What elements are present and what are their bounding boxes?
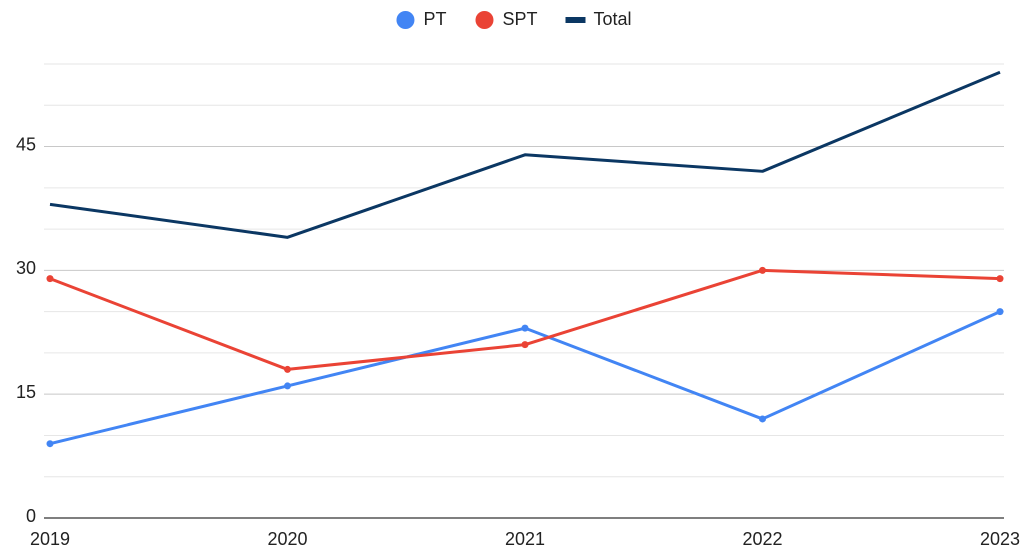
legend-label: Total	[594, 9, 632, 29]
legend-symbol	[475, 11, 494, 29]
x-tick-label: 2022	[742, 529, 782, 549]
x-tick-label: 2020	[267, 529, 307, 549]
data-point	[996, 275, 1004, 283]
x-tick-label: 2019	[30, 529, 70, 549]
series-line	[49, 70, 1001, 239]
y-tick-label: 30	[16, 258, 36, 278]
data-point	[759, 266, 766, 274]
legend-label: SPT	[502, 9, 537, 29]
legend-symbol	[565, 17, 586, 23]
legend-label: PT	[423, 9, 446, 29]
series-line	[49, 268, 1001, 371]
data-point	[46, 440, 54, 448]
data-point	[521, 324, 529, 332]
x-tick-label: 2023	[980, 529, 1020, 549]
data-point	[284, 365, 291, 373]
data-point	[46, 275, 54, 283]
x-tick-label: 2021	[505, 529, 545, 549]
data-point	[521, 341, 529, 349]
y-tick-label: 45	[16, 134, 36, 154]
data-point	[284, 382, 291, 390]
y-tick-label: 0	[26, 506, 36, 526]
y-tick-label: 15	[16, 382, 36, 402]
legend-symbol	[396, 11, 415, 29]
data-point	[759, 415, 766, 423]
data-point	[996, 308, 1004, 316]
